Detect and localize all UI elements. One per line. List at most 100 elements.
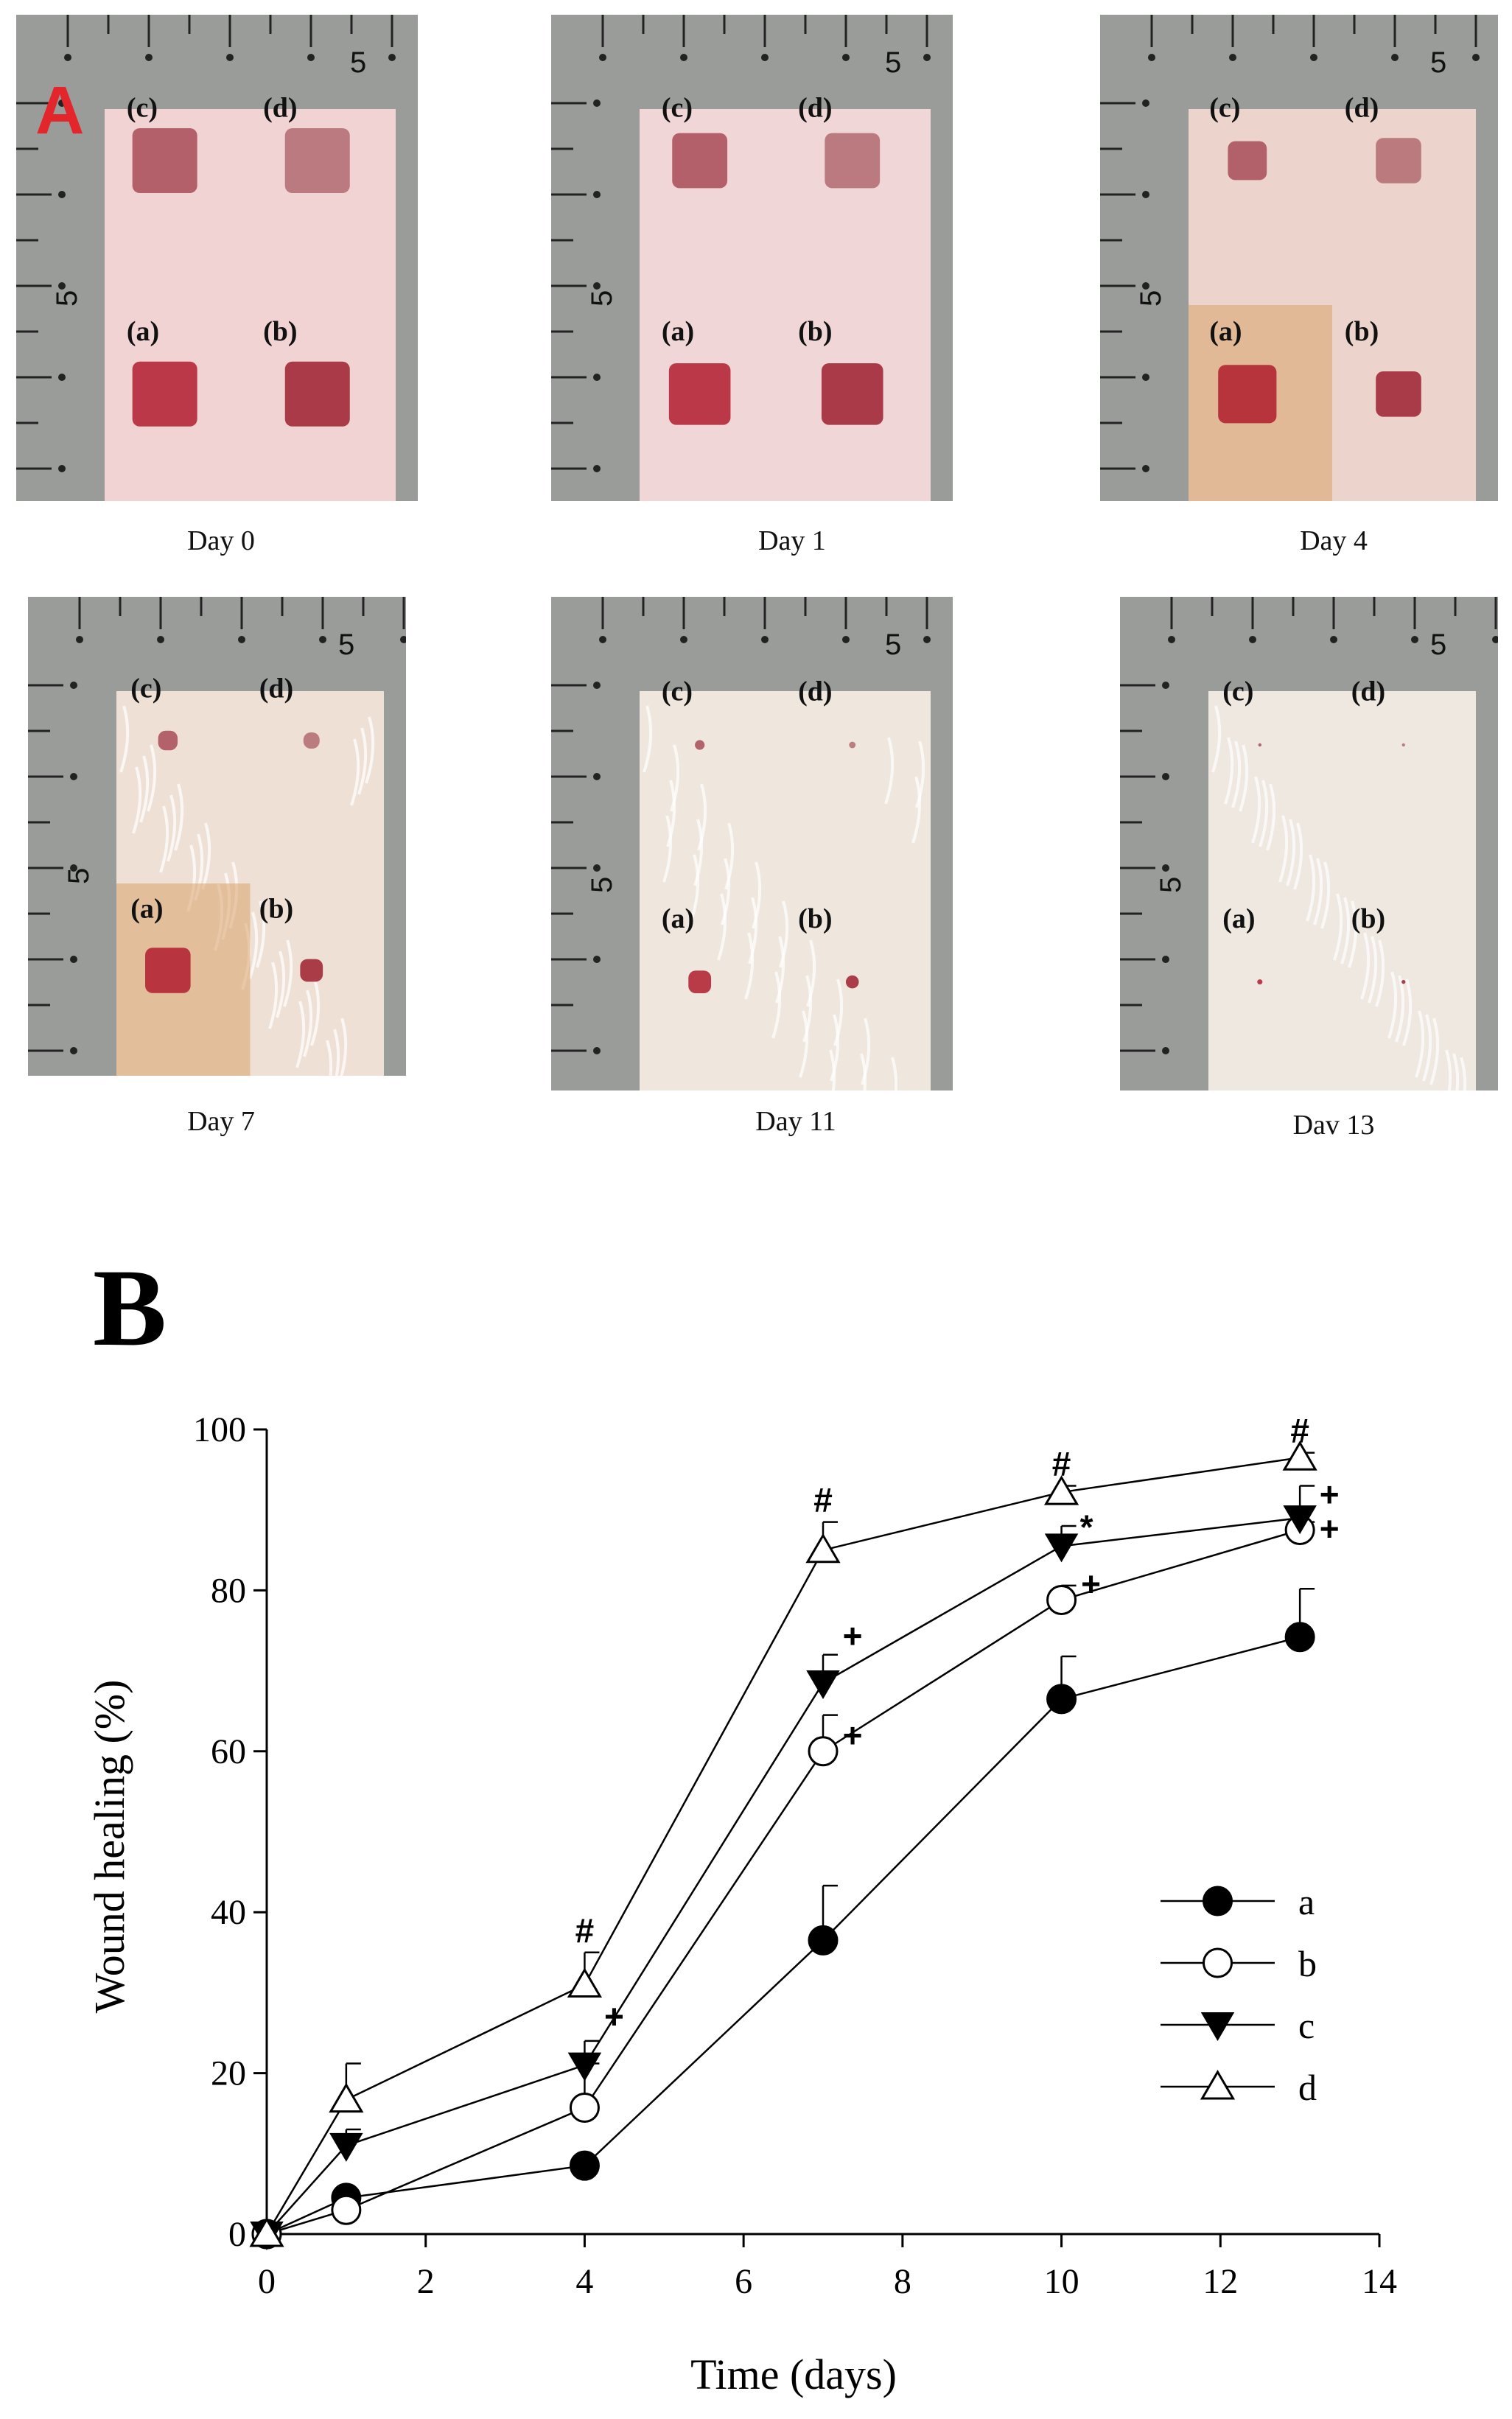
wound-label: (b) — [259, 894, 293, 925]
ruler-number: 5 — [885, 46, 901, 79]
wound-label: (d) — [798, 93, 832, 124]
day-caption: Day 7 — [187, 1106, 255, 1137]
series-line-a — [266, 1636, 1301, 2236]
fur-stroke — [1368, 936, 1378, 1004]
wound-site — [284, 128, 350, 193]
ruler-dot — [1249, 636, 1256, 643]
wound-label: (a) — [662, 316, 694, 347]
ruler-dot — [593, 282, 601, 290]
fur-stroke — [860, 1053, 867, 1091]
data-point-d — [567, 1967, 603, 1998]
wound-photo-day-4: 5 5 (a) (b) (c) (d) — [551, 597, 953, 1091]
wound-site — [821, 363, 883, 425]
data-point-d — [805, 1533, 841, 1564]
fur-stroke — [333, 1029, 340, 1076]
fur-stroke — [326, 1040, 333, 1076]
ruler-dot — [680, 54, 687, 61]
ruler-dot — [64, 54, 71, 61]
day-caption: Day 11 — [755, 1106, 836, 1137]
wound-label: (d) — [263, 93, 297, 124]
fur-stroke — [1224, 737, 1234, 805]
x-tick-label: 12 — [1203, 2262, 1238, 2301]
fur-stroke — [1239, 744, 1249, 812]
fur-stroke — [276, 951, 286, 1018]
day-caption: Day 4 — [1300, 525, 1368, 556]
fur-stroke — [1395, 975, 1405, 1043]
ruler-dot — [58, 465, 66, 472]
fur-stroke — [147, 744, 157, 812]
fur-stroke — [139, 755, 150, 823]
wound-site — [1376, 138, 1421, 183]
ruler-dot — [593, 374, 601, 381]
y-tick-label: 20 — [211, 2054, 246, 2093]
wound-photo-illustration: 5 5 (a) (b) (c) (d) — [28, 597, 406, 1076]
fur-stroke — [690, 854, 700, 922]
ruler-number: 5 — [51, 290, 83, 307]
series-line-c — [266, 1516, 1301, 2235]
ruler-dot — [1162, 1047, 1169, 1054]
y-axis-label: Wound healing (%) — [85, 1680, 133, 2014]
ruler-dot — [58, 99, 66, 107]
x-tick-label: 2 — [417, 2262, 435, 2301]
fur-stroke — [119, 705, 130, 773]
wound-label: (d) — [259, 673, 293, 704]
wound-label: (d) — [1351, 676, 1385, 707]
ruler-number: 5 — [586, 877, 618, 893]
wound-photo-day-5: 5 5 (a) (b) (c) (d) — [1120, 597, 1498, 1091]
ruler-dot — [593, 1047, 601, 1054]
wound-photo-day-3: 5 5 (a) (b) (c) (d) — [28, 597, 406, 1076]
significance-mark: + — [1081, 1565, 1101, 1603]
ruler-dot — [1310, 54, 1317, 61]
significance-mark: # — [1052, 1444, 1071, 1482]
x-tick-label: 10 — [1044, 2262, 1079, 2301]
data-point-a — [569, 2150, 600, 2181]
significance-mark: # — [813, 1481, 833, 1519]
wound-site — [845, 975, 859, 989]
ruler-dot — [400, 636, 406, 643]
fur-stroke — [884, 737, 895, 805]
ruler-dot — [1162, 864, 1169, 872]
wound-site — [303, 732, 320, 749]
wound-photo-illustration: 5 5 (a) (b) (c) (d) — [1120, 597, 1498, 1091]
data-point-c — [1283, 1505, 1317, 1535]
fur-stroke — [174, 783, 184, 851]
wound-photo-day-0: 5 5 (a) (b) (c) (d) — [16, 15, 418, 501]
wound-label: (c) — [1209, 93, 1240, 124]
ruler-number: 5 — [1135, 290, 1167, 307]
wound-label: (c) — [662, 676, 693, 707]
wound-site — [1401, 743, 1405, 747]
significance-mark: * — [1080, 1508, 1093, 1546]
data-point-b — [1046, 1585, 1077, 1616]
wound-label: (d) — [1345, 93, 1379, 124]
data-point-d — [249, 2217, 284, 2247]
ruler-dot — [593, 465, 601, 472]
wound-site — [300, 959, 323, 982]
ruler-dot — [58, 282, 66, 290]
fur-stroke — [1360, 932, 1371, 1000]
ruler-dot — [70, 682, 77, 689]
panel-a-letter: A — [35, 73, 85, 148]
ruler-dot — [58, 374, 66, 381]
fur-stroke — [1340, 897, 1351, 965]
wound-photo-illustration: 5 5 (a) (b) (c) (d) — [16, 15, 418, 501]
ruler-dot — [1472, 54, 1480, 61]
ruler-dot — [1142, 99, 1149, 107]
fur-stroke — [1375, 939, 1385, 1007]
ruler-number: 5 — [586, 290, 618, 307]
ruler-dot — [1492, 636, 1498, 643]
ruler-dot — [238, 636, 245, 643]
legend-label-c: c — [1298, 2005, 1315, 2046]
fur-stroke — [303, 990, 313, 1057]
ruler-dot — [593, 773, 601, 780]
ruler-dot — [680, 636, 687, 643]
data-point-d — [329, 2082, 364, 2113]
fur-stroke — [357, 727, 368, 795]
panel-b-letter: B — [93, 1247, 167, 1369]
x-tick-label: 14 — [1362, 2262, 1397, 2301]
fur-stroke — [201, 822, 211, 890]
fur-stroke — [1259, 780, 1269, 847]
wound-photo-illustration: 5 5 (a) (b) (c) (d) — [1100, 15, 1498, 501]
fur-stroke — [799, 1010, 809, 1078]
fur-stroke — [1313, 858, 1323, 925]
fur-stroke — [1211, 705, 1222, 773]
